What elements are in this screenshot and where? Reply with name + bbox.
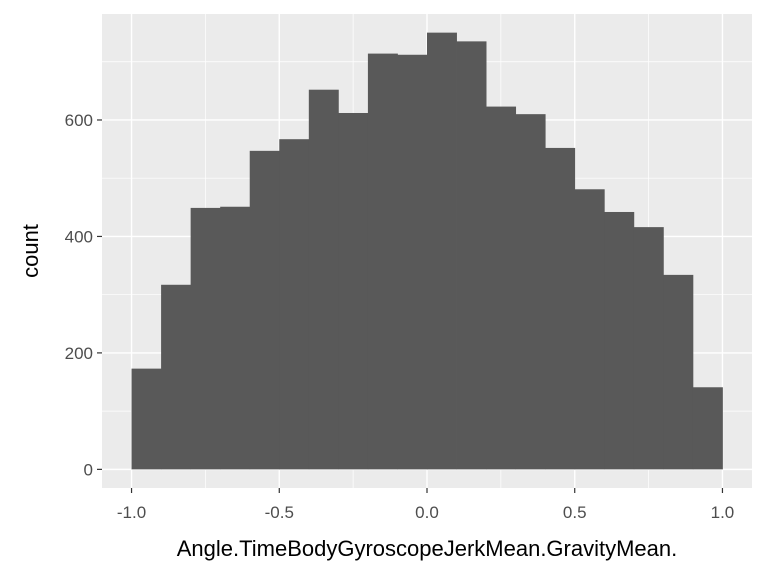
histogram-bar [692,387,723,470]
histogram-bars [131,32,723,470]
x-axis-title: Angle.TimeBodyGyroscopeJerkMean.GravityM… [177,536,678,561]
histogram-bar [190,207,221,470]
x-tick-label: -0.5 [265,503,294,522]
histogram-bar [220,206,251,470]
x-tick-label: -1.0 [117,503,146,522]
x-axis-ticks: -1.0 -0.5 0.0 0.5 1.0 [117,488,734,522]
x-tick-label: 0.0 [415,503,439,522]
y-tick-label: 200 [65,344,93,363]
histogram-bar [338,112,369,470]
histogram-bar [663,274,694,470]
histogram-bar [279,139,310,470]
histogram-bar [161,284,192,470]
y-tick-label: 0 [84,460,93,479]
histogram-bar [131,368,162,470]
histogram-bar [486,106,517,470]
y-tick-label: 600 [65,111,93,130]
histogram-bar [574,189,605,470]
histogram-bar [604,211,635,470]
histogram-bar [456,41,487,470]
histogram-bar [249,150,280,470]
histogram-bar [427,32,457,470]
y-axis-ticks: 0 200 400 600 [65,111,102,479]
histogram-bar [397,54,428,470]
histogram-bar [633,227,664,470]
y-tick-label: 400 [65,227,93,246]
histogram-bar [367,53,398,470]
histogram-bar [515,114,546,470]
histogram-bar [308,89,339,470]
x-tick-label: 1.0 [711,503,735,522]
y-axis-title: count [18,224,43,278]
x-tick-label: 0.5 [563,503,587,522]
histogram-bar [545,147,576,470]
